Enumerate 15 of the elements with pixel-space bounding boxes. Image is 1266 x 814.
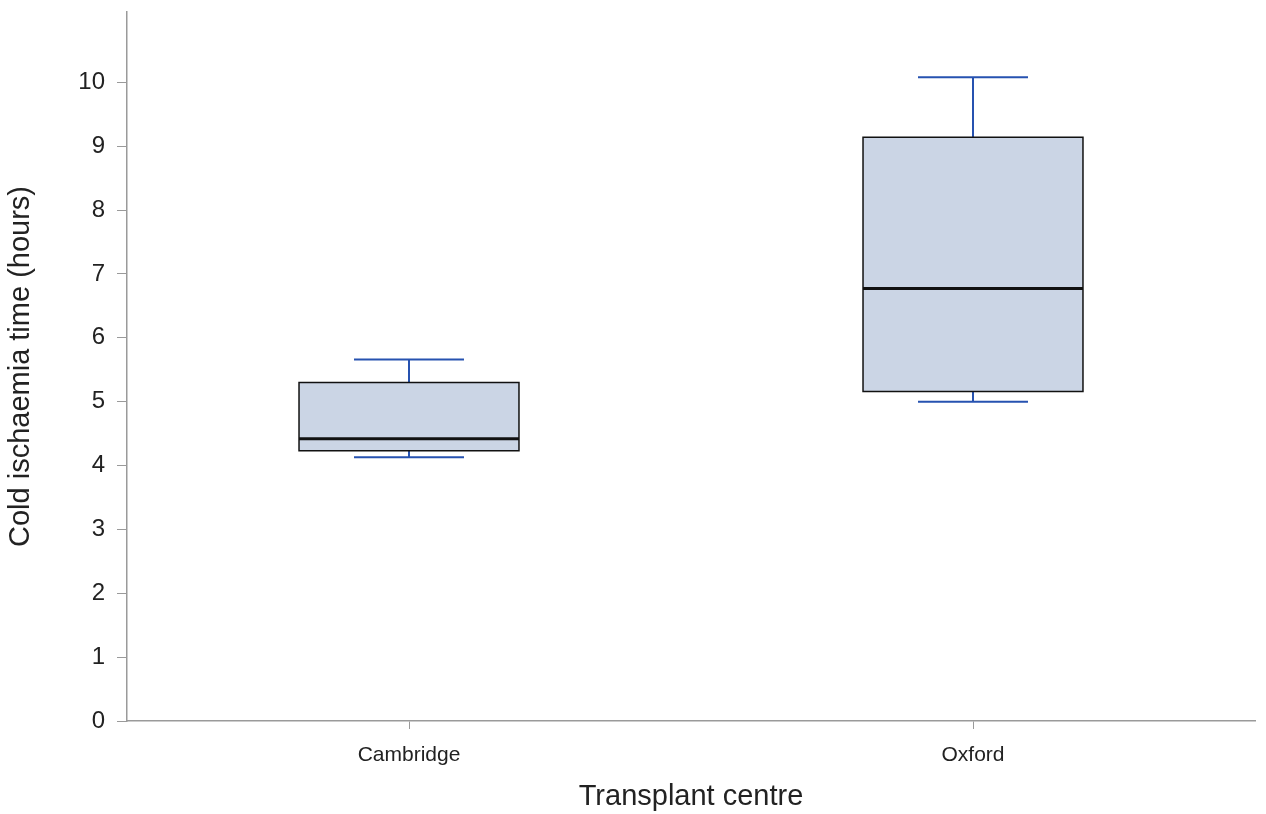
y-tick-label: 5 xyxy=(91,386,105,414)
y-tick-label: 7 xyxy=(91,258,105,286)
y-tick-label: 4 xyxy=(91,450,105,478)
y-tick-label: 10 xyxy=(78,66,105,94)
y-tick-label: 2 xyxy=(91,577,105,605)
y-axis-title: Cold ischaemia time (hours) xyxy=(3,185,36,548)
y-tick-label: 8 xyxy=(91,194,105,222)
x-tick-label: Oxford xyxy=(941,742,1005,766)
x-axis-title: Transplant centre xyxy=(578,778,804,811)
y-tick-label: 9 xyxy=(91,130,105,158)
y-tick-label: 6 xyxy=(91,322,105,350)
y-tick-label: 1 xyxy=(91,641,105,669)
x-tick-label: Cambridge xyxy=(357,742,461,766)
y-tick-label: 3 xyxy=(91,514,105,541)
y-tick-label: 0 xyxy=(91,705,105,733)
